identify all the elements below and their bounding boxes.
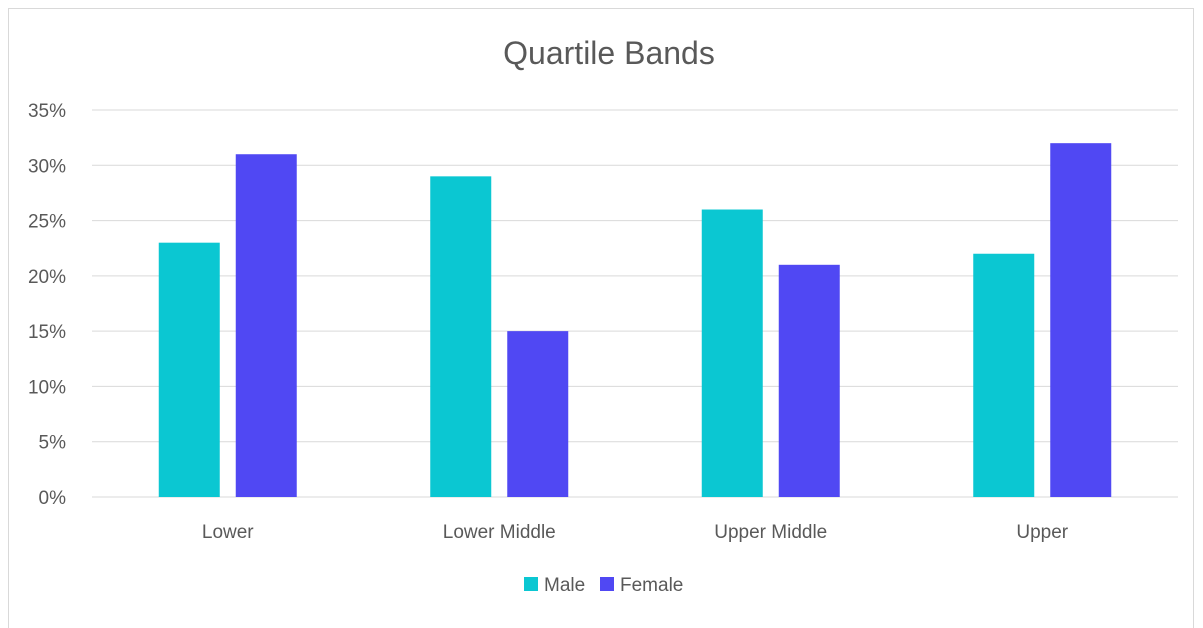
bar-female-upper-middle — [778, 264, 840, 497]
bar-male-lower — [158, 242, 220, 497]
x-tick-label: Upper — [1016, 522, 1068, 543]
x-tick-label: Lower — [202, 522, 254, 543]
legend-label-male: Male — [544, 575, 585, 596]
y-tick-label: 15% — [28, 322, 66, 343]
x-axis-ticks: Lower Lower Middle Upper Middle Upper — [202, 522, 1069, 543]
bar-male-upper — [973, 253, 1035, 497]
x-tick-label: Upper Middle — [714, 522, 827, 543]
bar-female-lower — [235, 154, 297, 497]
bars — [158, 143, 1112, 498]
y-tick-label: 30% — [28, 156, 66, 177]
x-tick-label: Lower Middle — [443, 522, 556, 543]
bar-female-lower-middle — [507, 331, 569, 497]
y-tick-label: 20% — [28, 267, 66, 288]
legend-swatch-female — [600, 577, 614, 591]
y-tick-label: 10% — [28, 377, 66, 398]
y-tick-label: 35% — [28, 101, 66, 122]
bar-female-upper — [1050, 143, 1112, 497]
bar-male-upper-middle — [701, 209, 763, 497]
y-tick-label: 25% — [28, 212, 66, 233]
chart-title: Quartile Bands — [503, 35, 715, 71]
legend-swatch-male — [524, 577, 538, 591]
bar-male-lower-middle — [430, 176, 492, 498]
y-tick-label: 0% — [39, 488, 67, 509]
legend-label-female: Female — [620, 575, 683, 596]
legend: Male Female — [524, 575, 683, 596]
y-tick-label: 5% — [39, 433, 67, 454]
y-axis-ticks: 0% 5% 10% 15% 20% 25% 30% 35% — [28, 101, 66, 509]
